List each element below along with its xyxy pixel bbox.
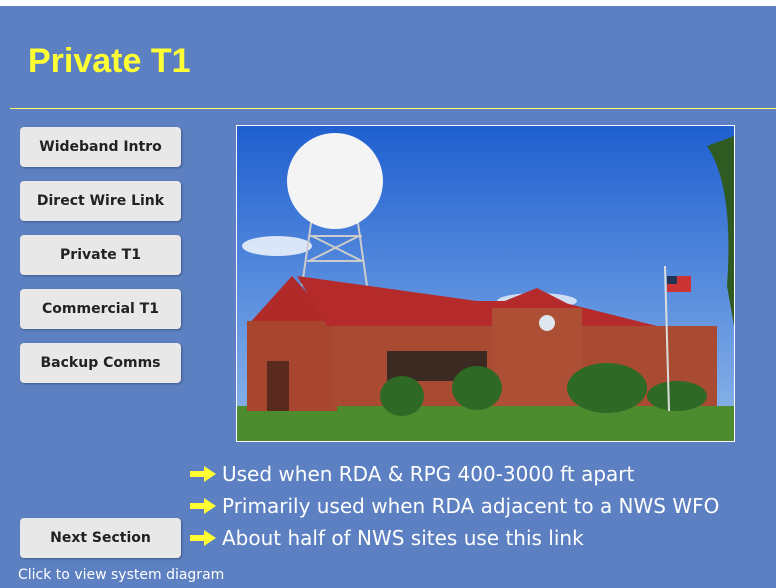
bullet: Primarily used when RDA adjacent to a NW… xyxy=(190,492,719,520)
bullet-arrow xyxy=(190,530,216,546)
nav-button[interactable]: Backup Comms xyxy=(20,343,181,383)
title-rule xyxy=(10,108,776,109)
bullet: Used when RDA & RPG 400-3000 ft apart xyxy=(190,460,634,488)
bullet-arrow xyxy=(190,498,216,514)
bullet-arrow xyxy=(190,466,216,482)
nav-button[interactable]: Direct Wire Link xyxy=(20,181,181,221)
radar-site-photo xyxy=(236,125,735,442)
slide-title: Private T1 xyxy=(28,42,191,81)
nav-button[interactable]: Wideband Intro xyxy=(20,127,181,167)
diagram-link[interactable]: Click to view system diagram xyxy=(18,567,224,583)
bullet-text: Primarily used when RDA adjacent to a NW… xyxy=(222,494,719,518)
bullet-text: About half of NWS sites use this link xyxy=(222,526,584,550)
slide: Private T1 Wideband Intro Direct Wire Lin… xyxy=(0,0,776,588)
bullet: About half of NWS sites use this link xyxy=(190,524,584,552)
next-section-button[interactable]: Next Section xyxy=(20,518,181,558)
nav-button[interactable]: Private T1 xyxy=(20,235,181,275)
nav-button[interactable]: Commercial T1 xyxy=(20,289,181,329)
bullet-text: Used when RDA & RPG 400-3000 ft apart xyxy=(222,462,634,486)
